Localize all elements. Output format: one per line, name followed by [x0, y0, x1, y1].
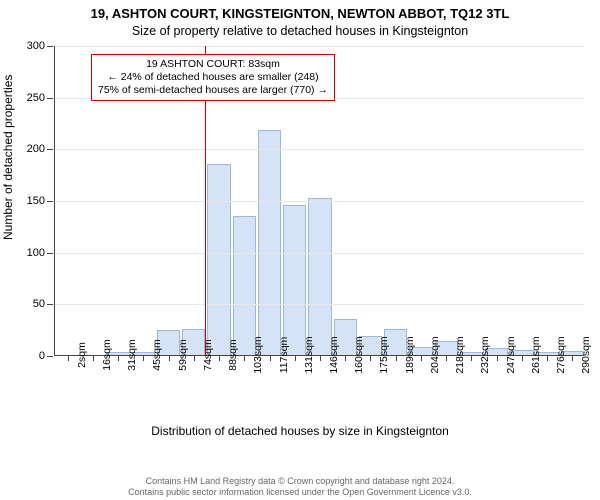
histogram-bar	[283, 205, 306, 355]
page-title-line1: 19, ASHTON COURT, KINGSTEIGNTON, NEWTON …	[0, 0, 600, 21]
chart-container: Number of detached properties 0501001502…	[0, 40, 600, 440]
annotation-line-3: 75% of semi-detached houses are larger (…	[98, 84, 328, 97]
histogram-bar	[258, 130, 281, 355]
x-tick-label: 146sqm	[320, 336, 340, 373]
y-tick-label: 200	[27, 143, 55, 155]
x-tick-label: 31sqm	[118, 339, 138, 371]
x-tick-label: 232sqm	[471, 336, 491, 373]
x-tick-label: 261sqm	[522, 336, 542, 373]
x-tick-label: 45sqm	[143, 339, 163, 371]
y-tick-label: 50	[33, 298, 55, 310]
y-tick-label: 0	[39, 350, 55, 362]
annotation-line-2: ← 24% of detached houses are smaller (24…	[98, 71, 328, 84]
x-tick-label: 74sqm	[194, 339, 214, 371]
x-tick-label: 175sqm	[370, 336, 390, 373]
page-title-line2: Size of property relative to detached ho…	[0, 21, 600, 38]
y-tick-label: 100	[27, 247, 55, 259]
annotation-box: 19 ASHTON COURT: 83sqm← 24% of detached …	[91, 54, 335, 101]
footer-line1: Contains HM Land Registry data © Crown c…	[0, 476, 600, 487]
gridline	[55, 253, 584, 254]
annotation-line-1: 19 ASHTON COURT: 83sqm	[98, 58, 328, 71]
x-tick-label: 160sqm	[345, 336, 365, 373]
histogram-bar	[207, 164, 230, 355]
x-tick-label: 88sqm	[219, 339, 239, 371]
histogram-bar	[233, 216, 256, 356]
x-tick-label: 59sqm	[169, 339, 189, 371]
x-tick-label: 276sqm	[547, 336, 567, 373]
footer-line2: Contains public sector information licen…	[0, 487, 600, 498]
x-tick-label: 131sqm	[295, 336, 315, 373]
footer-attribution: Contains HM Land Registry data © Crown c…	[0, 476, 600, 499]
y-tick-label: 300	[27, 40, 55, 52]
x-tick-label: 2sqm	[68, 342, 88, 368]
x-tick-label: 16sqm	[93, 339, 113, 371]
histogram-bar	[308, 198, 331, 355]
y-tick-label: 150	[27, 195, 55, 207]
x-tick-label: 103sqm	[244, 336, 264, 373]
x-axis-label: Distribution of detached houses by size …	[0, 424, 600, 438]
gridline	[55, 304, 584, 305]
x-tick-label: 218sqm	[446, 336, 466, 373]
x-tick-label: 290sqm	[572, 336, 592, 373]
plot-area: 0501001502002503002sqm16sqm31sqm45sqm59s…	[54, 46, 584, 356]
x-tick-label: 204sqm	[421, 336, 441, 373]
gridline	[55, 149, 584, 150]
x-tick-label: 247sqm	[497, 336, 517, 373]
gridline	[55, 201, 584, 202]
y-axis-label: Number of detached properties	[1, 75, 15, 240]
x-tick-label: 189sqm	[396, 336, 416, 373]
gridline	[55, 46, 584, 47]
y-tick-label: 250	[27, 92, 55, 104]
x-tick-label: 117sqm	[270, 337, 290, 374]
